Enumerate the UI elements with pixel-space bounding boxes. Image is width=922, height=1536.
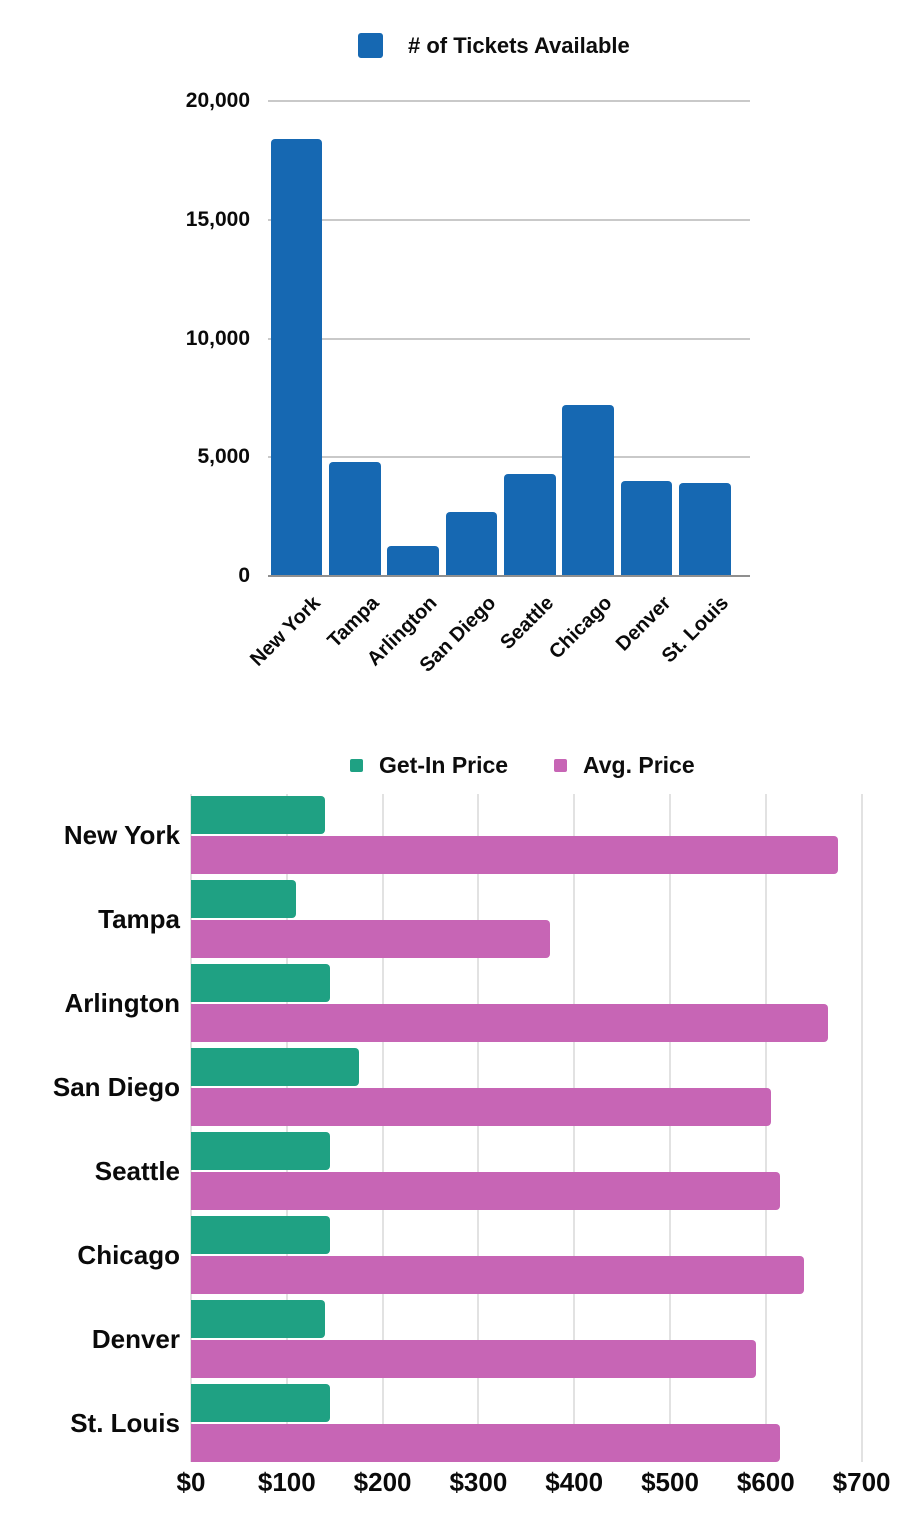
y-tick-10000: 10,000: [185, 326, 250, 350]
ticket-bar-new-york: [270, 139, 323, 576]
get-in-price-legend-swatch: [350, 758, 363, 772]
avg-price-legend-label: Avg. Price: [583, 751, 695, 778]
gridline-500-dollars: [669, 794, 671, 1462]
ticket-bar-arlington: [387, 546, 439, 576]
y-tick-5000: 5,000: [197, 445, 250, 469]
get-in-price-bar-st-louis: [191, 1384, 330, 1422]
gridline-5000: [268, 456, 750, 459]
y-tick-20000: 20,000: [185, 89, 250, 112]
x-tick-300-dollars: $300: [449, 1467, 508, 1497]
prices-plot-area: New York Tampa Arlington San Diego Seattle Ch…: [0, 715, 922, 1536]
x-tick-100-dollars: $100: [257, 1467, 316, 1497]
get-in-price-bar-san-diego: [191, 1048, 359, 1086]
ticket-bar-st-louis: [679, 483, 731, 576]
city-label-denver: Denver: [91, 1324, 180, 1354]
tickets-bar-chart: # of Tickets Available 0 5,000 10,000 15,00…: [0, 0, 922, 715]
get-in-price-bar-arlington: [191, 964, 330, 1002]
get-in-price-bar-tampa: [191, 880, 297, 918]
tickets-legend-swatch: [358, 33, 383, 58]
gridline-100-dollars: [285, 794, 288, 1462]
avg-price-bar-san-diego: [191, 1088, 771, 1126]
x-tick-0-dollars: $0: [176, 1467, 206, 1497]
ticket-bar-seattle: [504, 473, 556, 576]
city-label-new-york: New York: [63, 820, 180, 850]
avg-price-bar-denver: [191, 1340, 757, 1378]
avg-price-legend: Avg. Price: [554, 752, 695, 778]
city-label-san-diego: San Diego: [52, 1072, 180, 1102]
x-tick-700-dollars: $700: [832, 1467, 891, 1497]
gridline-300-dollars: [477, 794, 480, 1462]
prices-bar-chart: Get-In Price Avg. Price New York Tampa Arl…: [0, 715, 922, 1536]
gridline-400-dollars: [573, 794, 576, 1462]
x-tick-500-dollars: $500: [641, 1467, 699, 1497]
avg-price-bar-arlington: [191, 1004, 829, 1042]
y-tick-0: 0: [238, 564, 250, 587]
get-in-price-bar-seattle: [191, 1132, 330, 1170]
gridline-600-dollars: [764, 794, 767, 1462]
y-tick-15000: 15,000: [185, 207, 250, 231]
gridline-700-dollars: [860, 794, 863, 1462]
ticket-bar-denver: [620, 481, 673, 576]
get-in-price-bar-denver: [191, 1300, 326, 1338]
x-tick-600-dollars: $600: [736, 1467, 795, 1497]
x-axis-line: [268, 575, 750, 577]
gridline-15000: [268, 218, 750, 221]
x-category-chicago: Chicago: [545, 592, 617, 664]
city-label-chicago: Chicago: [77, 1240, 180, 1270]
gridline-0-dollars: [190, 794, 192, 1462]
avg-price-bar-st-louis: [191, 1424, 781, 1462]
city-label-st-louis: St. Louis: [70, 1408, 180, 1438]
x-tick-200-dollars: $200: [353, 1467, 412, 1497]
gridline-200-dollars: [381, 794, 384, 1462]
get-in-price-bar-new-york: [191, 796, 326, 834]
avg-price-bar-new-york: [191, 836, 838, 874]
city-label-arlington: Arlington: [64, 988, 180, 1018]
ticket-bar-chicago: [562, 405, 614, 576]
city-label-seattle: Seattle: [94, 1156, 180, 1186]
x-category-new-york: New York: [246, 592, 326, 671]
avg-price-bar-tampa: [191, 920, 551, 958]
avg-price-bar-chicago: [191, 1256, 805, 1294]
ticket-bar-san-diego: [445, 511, 498, 576]
avg-price-bar-seattle: [191, 1172, 781, 1210]
get-in-price-legend-label: Get-In Price: [379, 751, 509, 778]
get-in-price-legend: Get-In Price: [350, 752, 508, 778]
tickets-legend: # of Tickets Available: [358, 33, 630, 58]
gridline-20000: [268, 100, 750, 102]
avg-price-legend-swatch: [554, 758, 567, 772]
ticket-bar-tampa: [329, 462, 381, 576]
tickets-plot-area: 0 5,000 10,000 15,000 20,000 New York Tampa Arl…: [0, 0, 922, 715]
city-label-tampa: Tampa: [98, 904, 180, 934]
x-tick-400-dollars: $400: [545, 1467, 604, 1497]
tickets-legend-label: # of Tickets Available: [408, 32, 630, 58]
get-in-price-bar-chicago: [191, 1216, 330, 1254]
gridline-10000: [268, 337, 750, 340]
